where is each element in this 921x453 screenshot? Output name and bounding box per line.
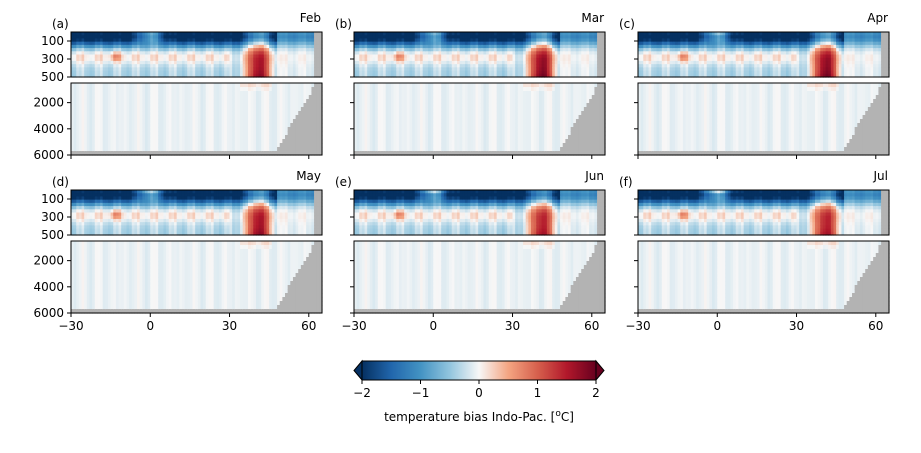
panel-month-title: Feb bbox=[300, 11, 321, 25]
y-tick-label: 300 bbox=[41, 52, 64, 66]
y-tick-label: 500 bbox=[41, 70, 64, 84]
panel-letter: (a) bbox=[52, 17, 69, 31]
panel-feb: 100 300 500 2000 4000 6000 (a) Feb bbox=[33, 11, 322, 162]
panel-mar: (b)Mar bbox=[335, 11, 606, 159]
y-tick-label: 6000 bbox=[33, 148, 64, 162]
y-tick-label: 2000 bbox=[33, 96, 64, 110]
y-tick-label: 100 bbox=[41, 34, 64, 48]
panels-group: 100300500200040006000(a)Feb(b)Mar(c)Apr1… bbox=[33, 11, 889, 333]
y-tick-label: 4000 bbox=[33, 122, 64, 136]
